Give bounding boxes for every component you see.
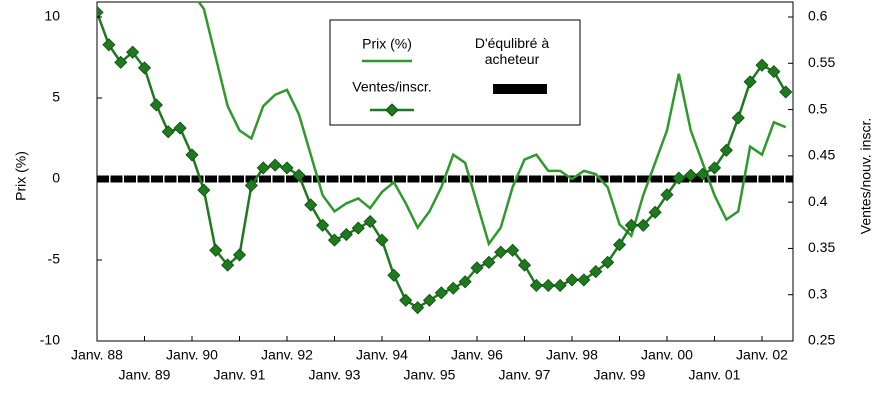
y2-tick-label: 0.25 xyxy=(808,332,835,348)
x-tick-label: Janv. 90 xyxy=(166,347,218,363)
data-marker xyxy=(470,261,484,275)
data-marker xyxy=(707,161,722,175)
data-marker xyxy=(185,148,199,162)
data-marker xyxy=(755,58,769,72)
y-tick-label: 0 xyxy=(52,170,60,186)
x-tick-label: Janv. 92 xyxy=(261,347,313,363)
plot-area xyxy=(97,2,793,315)
data-marker xyxy=(779,85,793,99)
y2-tick-label: 0.35 xyxy=(808,239,835,255)
y-axis-label: Prix (%) xyxy=(13,151,29,201)
y2-tick-label: 0.55 xyxy=(808,54,835,70)
data-marker xyxy=(719,143,733,157)
y-tick-label: -5 xyxy=(48,251,61,267)
data-marker xyxy=(411,301,425,315)
data-marker xyxy=(589,265,603,279)
data-marker xyxy=(387,268,401,282)
data-marker xyxy=(375,233,389,247)
legend-marker xyxy=(385,103,399,117)
data-marker xyxy=(660,188,674,202)
data-marker xyxy=(280,161,294,175)
legend-label: Ventes/inscr. xyxy=(352,79,431,95)
x-tick-label: Janv. 96 xyxy=(451,347,503,363)
data-marker xyxy=(458,275,472,289)
data-marker xyxy=(636,218,650,232)
y2-tick-label: 0.3 xyxy=(808,285,828,301)
legend-box xyxy=(329,19,581,126)
y2-tick-label: 0.6 xyxy=(808,8,828,24)
x-tick-label: Janv. 98 xyxy=(546,347,598,363)
data-marker xyxy=(173,121,187,135)
x-tick-label: Janv. 97 xyxy=(499,367,551,383)
y2-tick-label: 0.45 xyxy=(808,147,835,163)
data-marker xyxy=(529,278,543,293)
legend-swatch xyxy=(493,84,547,94)
data-marker xyxy=(363,215,377,229)
data-marker xyxy=(161,125,175,139)
series-line xyxy=(197,2,787,247)
data-marker xyxy=(256,161,270,175)
data-marker xyxy=(137,61,152,75)
data-marker xyxy=(351,221,365,235)
x-tick-label: Janv. 01 xyxy=(689,367,741,383)
data-marker xyxy=(339,227,353,242)
x-tick-label: Janv. 00 xyxy=(641,347,693,363)
data-marker xyxy=(506,243,520,257)
data-marker xyxy=(684,168,698,182)
data-marker xyxy=(541,278,555,293)
data-marker xyxy=(553,278,567,293)
y-tick-label: 10 xyxy=(44,8,60,24)
y2-tick-label: 0.5 xyxy=(808,100,828,116)
data-marker xyxy=(434,286,448,300)
data-marker xyxy=(767,65,781,79)
data-marker xyxy=(97,5,104,19)
data-marker xyxy=(327,233,342,247)
data-marker xyxy=(696,167,710,181)
data-marker xyxy=(672,171,686,185)
x-tick-label: Janv. 91 xyxy=(214,367,266,383)
data-marker xyxy=(601,255,615,269)
data-marker xyxy=(399,293,413,307)
data-marker xyxy=(517,258,532,272)
x-tick-label: Janv. 95 xyxy=(404,367,456,383)
data-marker xyxy=(422,293,437,307)
x-tick-label: Janv. 88 xyxy=(71,347,123,363)
data-marker xyxy=(126,45,140,59)
data-marker xyxy=(316,218,330,232)
data-marker xyxy=(102,38,116,52)
legend-label: D'équlibré à acheteur xyxy=(474,35,550,67)
data-marker xyxy=(244,178,258,193)
data-marker xyxy=(197,183,211,197)
data-marker xyxy=(268,158,282,172)
y2-tick-label: 0.4 xyxy=(808,193,828,209)
legend-label: Prix (%) xyxy=(362,36,412,52)
data-marker xyxy=(565,273,579,287)
x-tick-label: Janv. 99 xyxy=(594,367,646,383)
data-marker xyxy=(612,238,627,252)
data-marker xyxy=(114,55,128,69)
data-marker xyxy=(209,243,223,257)
plot-frame xyxy=(96,1,794,342)
data-marker xyxy=(482,255,496,269)
x-tick-label: Janv. 94 xyxy=(356,347,408,363)
data-marker xyxy=(446,281,460,295)
data-marker xyxy=(648,205,662,219)
x-tick-label: Janv. 93 xyxy=(309,367,361,383)
x-tick-label: Janv. 89 xyxy=(119,367,171,383)
data-marker xyxy=(494,245,508,259)
data-marker xyxy=(149,98,163,112)
x-tick-label: Janv. 02 xyxy=(736,347,788,363)
data-marker xyxy=(304,198,318,212)
y2-axis-label: Ventes/nouv. inscr. xyxy=(858,118,874,234)
data-marker xyxy=(577,273,591,287)
data-marker xyxy=(221,258,235,272)
data-marker xyxy=(731,111,745,125)
data-marker xyxy=(743,75,757,89)
y-tick-label: -10 xyxy=(40,332,60,348)
data-marker xyxy=(624,218,638,232)
y-tick-label: 5 xyxy=(52,89,60,105)
data-marker xyxy=(232,248,247,262)
data-marker xyxy=(292,168,306,182)
